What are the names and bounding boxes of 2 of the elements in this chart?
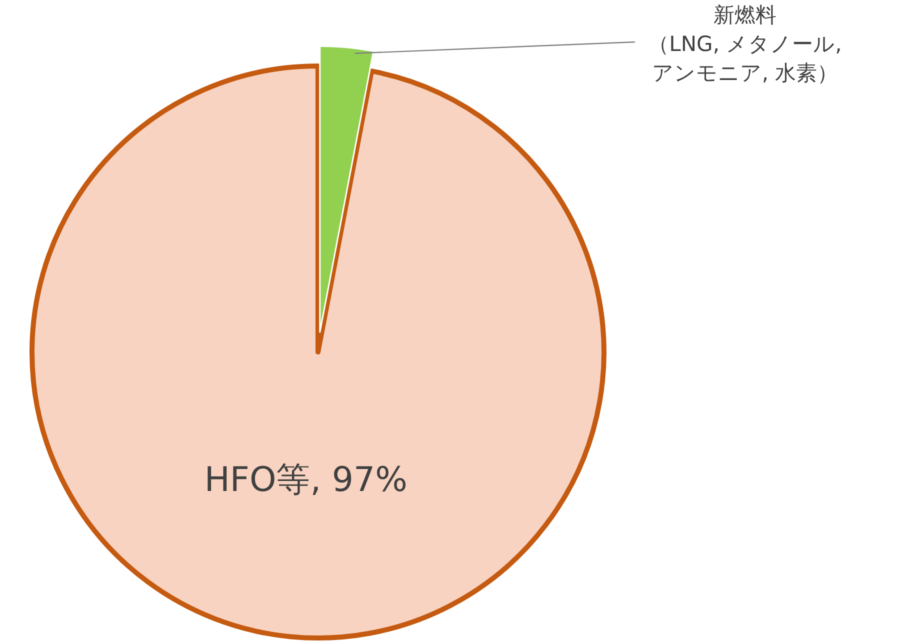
slice-label: HFO等, 97% <box>204 460 408 500</box>
slice-label: 新燃料（LNG, メタノール, アンモニア, 水素） <box>648 3 842 85</box>
